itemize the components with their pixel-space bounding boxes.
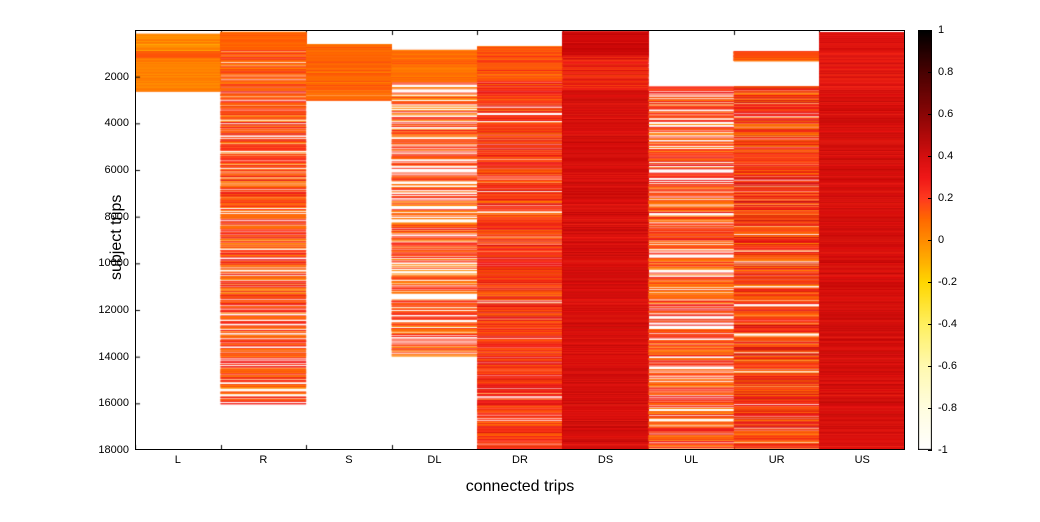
x-tick: UR bbox=[769, 454, 785, 466]
heatmap bbox=[135, 30, 905, 450]
x-tick: DR bbox=[512, 454, 528, 466]
colorbar-tick: 0 bbox=[932, 234, 944, 246]
x-tick: L bbox=[175, 454, 181, 466]
x-tick: US bbox=[855, 454, 870, 466]
y-tick: 4000 bbox=[2, 117, 129, 129]
y-tick: 16000 bbox=[2, 397, 129, 409]
x-tick: UL bbox=[684, 454, 698, 466]
colorbar-tick: 0.8 bbox=[932, 66, 953, 78]
colorbar-tick: -0.6 bbox=[932, 360, 957, 372]
x-tick: S bbox=[345, 454, 352, 466]
y-tick: 2000 bbox=[2, 71, 129, 83]
colorbar-tick: -0.4 bbox=[932, 318, 957, 330]
y-tick: 6000 bbox=[2, 164, 129, 176]
colorbar-ticks: 10.80.60.40.20-0.2-0.4-0.6-0.8-1 bbox=[918, 30, 932, 450]
colorbar-tick: 1 bbox=[932, 24, 944, 36]
colorbar-tick: -0.2 bbox=[932, 276, 957, 288]
y-tick: 14000 bbox=[2, 351, 129, 363]
colorbar-tick: 0.2 bbox=[932, 192, 953, 204]
colorbar-tick: -0.8 bbox=[932, 402, 957, 414]
y-tick: 18000 bbox=[2, 444, 129, 456]
x-tick: DL bbox=[427, 454, 441, 466]
figure: 2000400060008000100001200014000160001800… bbox=[0, 0, 1040, 522]
colorbar-tick: -1 bbox=[932, 444, 948, 456]
x-tick: DS bbox=[598, 454, 613, 466]
colorbar-tick: 0.6 bbox=[932, 108, 953, 120]
x-axis-label: connected trips bbox=[135, 478, 905, 496]
y-tick: 12000 bbox=[2, 304, 129, 316]
colorbar-tick: 0.4 bbox=[932, 150, 953, 162]
x-tick: R bbox=[259, 454, 267, 466]
y-axis-label: subject trips bbox=[108, 195, 126, 280]
